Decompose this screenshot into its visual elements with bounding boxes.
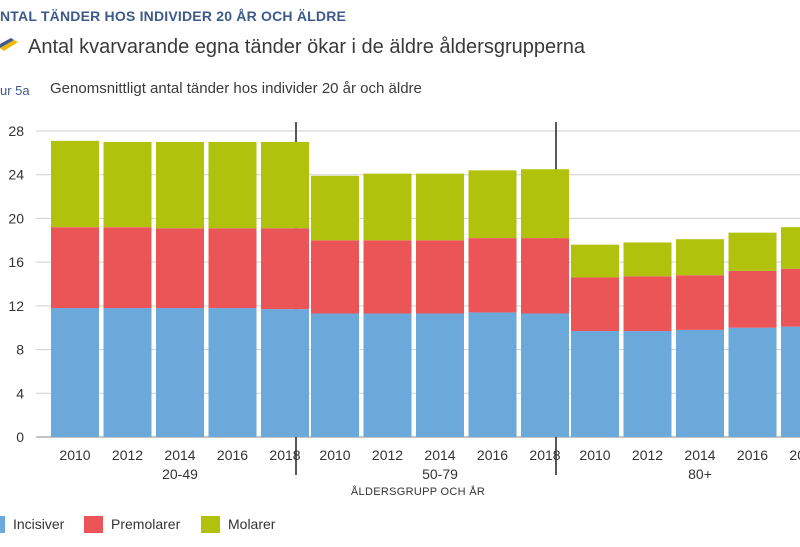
x-tick-label: 2012: [632, 447, 663, 463]
page-subtitle: Antal kvarvarande egna tänder ökar i de …: [28, 36, 586, 58]
bar-segment-incisiver: [156, 308, 204, 437]
bar-segment-incisiver: [363, 313, 412, 437]
bar-segment-molarer: [676, 239, 724, 276]
bar-segment-molarer: [623, 242, 672, 277]
bar-segment-molarer: [156, 141, 204, 229]
bar-segment-molarer: [51, 140, 99, 228]
x-tick-label: 2016: [477, 447, 508, 463]
bar-segment-premolarer: [571, 277, 619, 331]
section-heading: NTAL TÄNDER HOS INDIVIDER 20 ÅR OCH ÄLDR…: [0, 8, 347, 24]
group-label: 20-49: [162, 466, 198, 482]
x-axis-title: ÅLDERSGRUPP OCH ÅR: [351, 485, 485, 498]
brand-logo-icon: [0, 38, 18, 51]
bar-segment-incisiver: [728, 327, 777, 437]
legend-label: Molarer: [228, 516, 276, 532]
bar-segment-incisiver: [311, 313, 359, 437]
x-tick-label: 2014: [684, 447, 715, 463]
bar-segment-molarer: [208, 141, 257, 229]
x-tick-label: 2012: [372, 447, 403, 463]
y-tick-label: 28: [8, 123, 24, 139]
group-label: 50-79: [422, 466, 458, 482]
group-label: 80+: [688, 466, 712, 482]
figure-label: ur 5a: [0, 83, 30, 98]
y-tick-label: 20: [8, 210, 24, 226]
bar-segment-incisiver: [781, 326, 800, 437]
bar-segment-molarer: [363, 173, 412, 241]
bar-segment-molarer: [311, 175, 359, 241]
bar-segment-molarer: [261, 141, 309, 229]
legend-swatch: [201, 516, 220, 533]
legend-swatch: [84, 516, 103, 533]
figure-title: Genomsnittligt antal tänder hos individe…: [50, 80, 422, 97]
bar-segment-premolarer: [416, 240, 464, 314]
bar-segment-molarer: [728, 232, 777, 271]
bar-segment-premolarer: [261, 228, 309, 310]
y-tick-label: 16: [8, 254, 24, 270]
bar-segment-incisiver: [261, 309, 309, 437]
bar-segment-premolarer: [781, 268, 800, 327]
bar-segment-incisiver: [208, 308, 257, 437]
bar-segment-molarer: [571, 244, 619, 278]
x-tick-label: 2016: [737, 447, 768, 463]
bar-segment-premolarer: [468, 238, 517, 313]
bar-segment-incisiver: [416, 313, 464, 437]
legend-label: Premolarer: [111, 516, 181, 532]
x-tick-label: 2010: [319, 447, 350, 463]
y-tick-label: 24: [8, 167, 24, 183]
legend-swatch: [0, 516, 5, 533]
bar-segment-incisiver: [521, 313, 569, 437]
y-tick-label: 8: [16, 342, 24, 358]
bar-segment-premolarer: [103, 227, 152, 309]
bar-segment-premolarer: [728, 270, 777, 328]
bar-segment-incisiver: [103, 308, 152, 437]
x-tick-label: 2014: [164, 447, 195, 463]
bar-segment-molarer: [416, 173, 464, 241]
bar-segment-molarer: [781, 227, 800, 269]
bar-segment-premolarer: [156, 228, 204, 309]
x-tick-label: 2010: [59, 447, 90, 463]
bar-segment-incisiver: [51, 308, 99, 437]
y-tick-label: 12: [8, 298, 24, 314]
x-tick-label: 2018: [529, 447, 560, 463]
x-tick-label: 2012: [112, 447, 143, 463]
bar-segment-premolarer: [521, 238, 569, 314]
stacked-bar-chart: 0 4 8 12 16 20 24 28 2010 2012 2014 2016 2018 20-49 20…: [0, 122, 800, 533]
y-tick-label: 4: [16, 385, 24, 401]
x-tick-label: 2018: [789, 447, 800, 463]
bar-segment-incisiver: [571, 330, 619, 437]
x-tick-label: 2014: [424, 447, 455, 463]
bar-segment-premolarer: [311, 240, 359, 314]
bar-segment-premolarer: [208, 228, 257, 309]
bar-segment-premolarer: [676, 275, 724, 330]
x-tick-label: 2016: [217, 447, 248, 463]
bar-segment-molarer: [468, 170, 517, 239]
bar-segment-incisiver: [623, 330, 672, 437]
bar-segment-premolarer: [363, 240, 412, 314]
bar-segment-incisiver: [468, 312, 517, 437]
legend-label: Incisiver: [13, 516, 65, 532]
bar-segment-molarer: [103, 141, 152, 228]
bar-segment-premolarer: [51, 227, 99, 309]
bar-segment-premolarer: [623, 276, 672, 331]
bar-segment-molarer: [521, 169, 569, 239]
x-tick-label: 2018: [269, 447, 300, 463]
x-tick-label: 2010: [579, 447, 610, 463]
y-tick-label: 0: [16, 429, 24, 445]
bar-segment-incisiver: [676, 329, 724, 437]
